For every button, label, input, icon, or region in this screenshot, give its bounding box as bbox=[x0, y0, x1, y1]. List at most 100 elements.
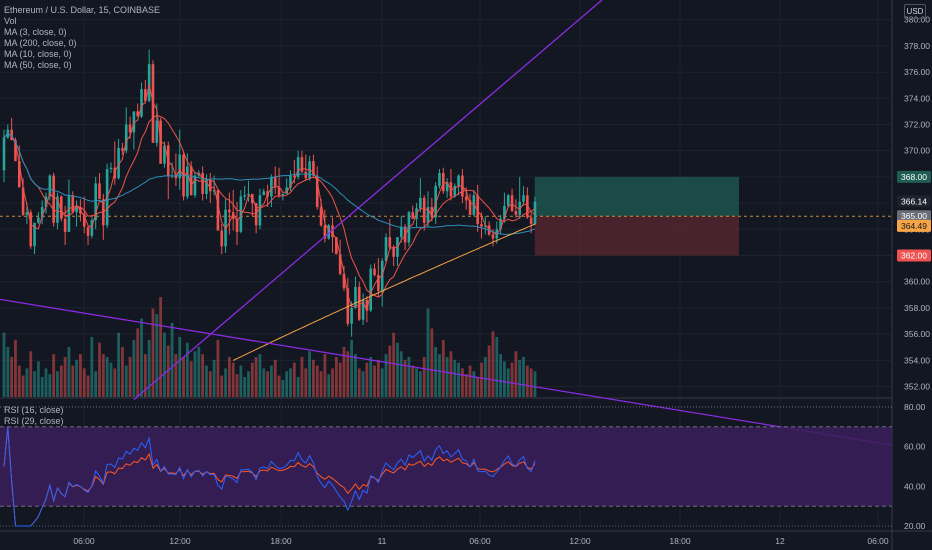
candle-body[interactable] bbox=[529, 217, 533, 225]
candle-body[interactable] bbox=[56, 196, 59, 223]
candle-body[interactable] bbox=[270, 176, 273, 197]
candle-body[interactable] bbox=[17, 161, 21, 188]
candle-body[interactable] bbox=[335, 237, 338, 255]
candle-body[interactable] bbox=[430, 207, 434, 218]
candle-body[interactable] bbox=[121, 148, 124, 151]
candle-body[interactable] bbox=[63, 218, 67, 232]
candle-body[interactable] bbox=[136, 111, 139, 117]
candle-body[interactable] bbox=[60, 196, 63, 219]
candle-body[interactable] bbox=[533, 201, 537, 225]
candle-body[interactable] bbox=[445, 182, 449, 192]
candle-body[interactable] bbox=[94, 183, 97, 221]
candle-body[interactable] bbox=[434, 186, 437, 218]
candle-body[interactable] bbox=[293, 175, 296, 177]
candle-body[interactable] bbox=[189, 166, 193, 196]
candle-body[interactable] bbox=[510, 195, 514, 211]
candle-body[interactable] bbox=[140, 89, 143, 117]
candle-body[interactable] bbox=[480, 224, 483, 227]
candle-body[interactable] bbox=[178, 154, 182, 179]
candle-body[interactable] bbox=[155, 120, 159, 143]
candle-body[interactable] bbox=[147, 64, 151, 101]
price-label[interactable]: 362.00 bbox=[897, 249, 931, 262]
indicator-ma200[interactable]: MA (200, close, 0) bbox=[4, 38, 77, 48]
candle-body[interactable] bbox=[75, 207, 78, 213]
candle-body[interactable] bbox=[33, 222, 36, 247]
candle-body[interactable] bbox=[71, 195, 75, 213]
candle-body[interactable] bbox=[514, 210, 518, 215]
candle-body[interactable] bbox=[392, 247, 395, 257]
candle-body[interactable] bbox=[109, 167, 113, 170]
candle-body[interactable] bbox=[262, 191, 266, 196]
candle-body[interactable] bbox=[14, 140, 17, 162]
candle-body[interactable] bbox=[44, 196, 48, 208]
candle-body[interactable] bbox=[411, 212, 415, 219]
candle-body[interactable] bbox=[208, 179, 212, 192]
candle-body[interactable] bbox=[506, 195, 510, 206]
candle-body[interactable] bbox=[399, 226, 403, 238]
candle-body[interactable] bbox=[67, 195, 71, 232]
candle-body[interactable] bbox=[308, 161, 311, 179]
candle-body[interactable] bbox=[468, 200, 472, 215]
indicator-ma3[interactable]: MA (3, close, 0) bbox=[4, 27, 67, 37]
candle-body[interactable] bbox=[323, 225, 327, 239]
trendline[interactable] bbox=[0, 298, 893, 446]
candle-body[interactable] bbox=[201, 172, 204, 194]
price-label[interactable]: 365.00 bbox=[897, 210, 931, 223]
candle-body[interactable] bbox=[377, 275, 380, 291]
indicator-ma10[interactable]: MA (10, close, 0) bbox=[4, 49, 72, 59]
trendlines[interactable] bbox=[0, 0, 893, 446]
candle-body[interactable] bbox=[312, 161, 315, 176]
candle-body[interactable] bbox=[419, 197, 422, 209]
candle-body[interactable] bbox=[29, 212, 33, 247]
candle-body[interactable] bbox=[457, 175, 460, 187]
candle-body[interactable] bbox=[338, 254, 342, 274]
candle-body[interactable] bbox=[476, 195, 479, 225]
candle-body[interactable] bbox=[25, 212, 29, 215]
candle-body[interactable] bbox=[365, 300, 369, 311]
candle-body[interactable] bbox=[124, 124, 128, 151]
candle-body[interactable] bbox=[354, 286, 357, 308]
candle-body[interactable] bbox=[422, 197, 426, 223]
candle-body[interactable] bbox=[193, 175, 197, 196]
candle-body[interactable] bbox=[369, 268, 373, 311]
candle-body[interactable] bbox=[296, 157, 300, 177]
candle-body[interactable] bbox=[98, 183, 101, 200]
candle-body[interactable] bbox=[220, 230, 224, 247]
candle-body[interactable] bbox=[186, 166, 189, 197]
candle-body[interactable] bbox=[40, 207, 44, 218]
candle-body[interactable] bbox=[144, 89, 147, 101]
candle-body[interactable] bbox=[239, 196, 243, 232]
candle-body[interactable] bbox=[205, 179, 208, 194]
candle-body[interactable] bbox=[277, 187, 281, 196]
candle-body[interactable] bbox=[285, 187, 288, 194]
candle-body[interactable] bbox=[2, 137, 6, 171]
candle-body[interactable] bbox=[10, 129, 13, 141]
candle-body[interactable] bbox=[503, 205, 506, 219]
candle-body[interactable] bbox=[117, 148, 120, 179]
candle-body[interactable] bbox=[212, 189, 216, 192]
candle-body[interactable] bbox=[491, 234, 495, 239]
candle-body[interactable] bbox=[426, 207, 430, 223]
candle-body[interactable] bbox=[235, 218, 239, 232]
candle-body[interactable] bbox=[300, 157, 304, 172]
candle-body[interactable] bbox=[319, 207, 323, 226]
candle-body[interactable] bbox=[163, 145, 166, 164]
price-label[interactable]: 368.00 bbox=[897, 170, 931, 183]
currency-button[interactable]: USD bbox=[904, 4, 926, 19]
candle-body[interactable] bbox=[522, 195, 525, 202]
candle-body[interactable] bbox=[231, 212, 235, 219]
candle-body[interactable] bbox=[21, 187, 25, 215]
candle-body[interactable] bbox=[499, 218, 502, 230]
candle-body[interactable] bbox=[228, 209, 231, 213]
candle-body[interactable] bbox=[48, 175, 52, 197]
candle-body[interactable] bbox=[258, 195, 262, 226]
candle-body[interactable] bbox=[518, 201, 521, 215]
indicator-vol[interactable]: Vol bbox=[4, 16, 17, 26]
indicator-rsi29[interactable]: RSI (29, close) bbox=[4, 416, 64, 426]
candle-body[interactable] bbox=[304, 171, 308, 179]
candle-body[interactable] bbox=[247, 193, 250, 196]
candle-body[interactable] bbox=[438, 172, 441, 187]
candle-body[interactable] bbox=[453, 186, 457, 197]
candle-body[interactable] bbox=[289, 175, 292, 188]
